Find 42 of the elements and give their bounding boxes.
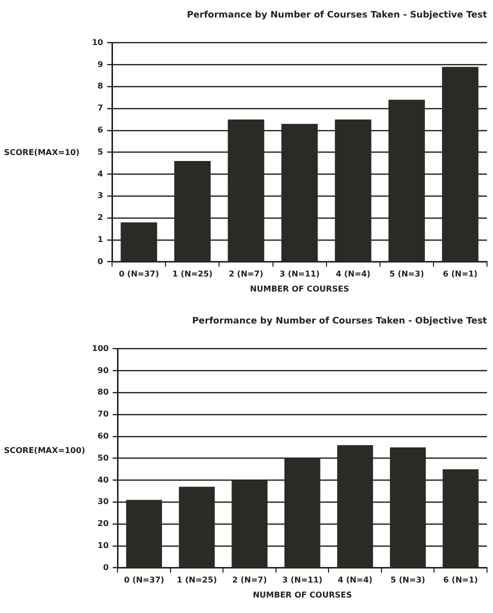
y-tick-label: 30 (98, 497, 110, 506)
x-tick-label: 6 (N=1) (442, 270, 478, 279)
x-tick-label: 1 (N=25) (176, 576, 217, 585)
y-tick-label: 90 (98, 366, 110, 375)
y-tick-label: 60 (98, 431, 110, 440)
y-tick-label: 0 (103, 562, 110, 572)
x-tick-label: 0 (N=37) (124, 576, 164, 585)
y-tick-label: 1 (98, 234, 104, 244)
y-tick-label: 50 (98, 453, 110, 462)
x-tick-label: 6 (N=1) (443, 576, 478, 585)
y-tick-label: 7 (98, 104, 104, 113)
x-tick-label: 5 (N=3) (389, 270, 424, 279)
chart-title: Performance by Number of Courses Taken - Objective Test (192, 316, 488, 327)
y-tick-label: 5 (98, 147, 104, 156)
y-tick-label: 20 (98, 519, 110, 528)
y-tick-label: 10 (98, 540, 110, 550)
y-tick-label: 10 (92, 38, 104, 47)
x-tick-label: 1 (N=25) (172, 270, 213, 279)
y-tick-label: 9 (98, 60, 104, 69)
x-tick-label: 0 (N=37) (118, 270, 160, 279)
x-tick-label: 3 (N=11) (279, 270, 320, 279)
x-axis-title: NUMBER OF COURSES (252, 590, 352, 600)
x-tick-label: 2 (N=7) (232, 576, 267, 585)
y-axis-title: SCORE(MAX=100) (4, 446, 86, 455)
x-axis-title: NUMBER OF COURSES (250, 284, 350, 294)
y-axis-title: SCORE(MAX=10) (4, 148, 80, 157)
x-tick-label: 4 (N=4) (338, 576, 372, 585)
y-tick-label: 3 (98, 191, 104, 200)
y-tick-label: 6 (98, 125, 104, 134)
y-tick-label: 8 (98, 82, 104, 91)
x-tick-label: 4 (N=4) (336, 270, 370, 279)
x-tick-label: 3 (N=11) (282, 576, 322, 585)
y-tick-label: 80 (98, 388, 110, 397)
y-tick-label: 2 (98, 213, 104, 222)
y-tick-label: 0 (98, 256, 104, 266)
y-tick-label: 4 (98, 169, 104, 178)
x-tick-label: 5 (N=3) (390, 576, 426, 585)
chart-title: Performance by Number of Courses Taken - Subjective Test (186, 10, 488, 21)
y-tick-label: 100 (92, 344, 110, 353)
x-tick-label: 2 (N=7) (228, 270, 264, 279)
y-tick-label: 70 (98, 410, 110, 419)
y-tick-label: 40 (98, 475, 110, 484)
